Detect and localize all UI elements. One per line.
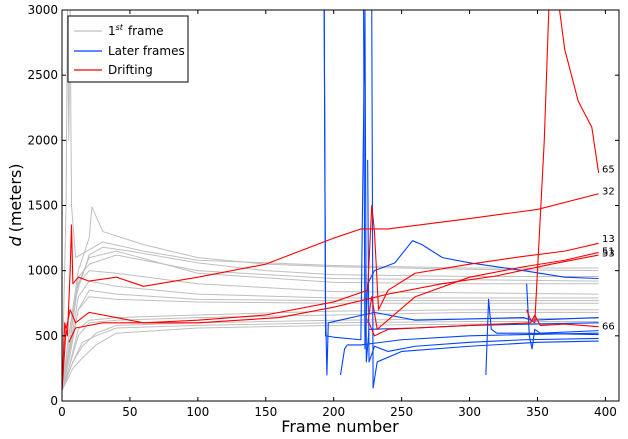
legend-entry-later-frames: Later frames: [74, 44, 185, 58]
series-line-first-11: [62, 321, 599, 391]
x-tick-label: 150: [254, 405, 277, 419]
y-tick-label: 1000: [27, 264, 58, 278]
y-tick-label: 3000: [27, 3, 58, 17]
x-tick-label: 100: [186, 405, 209, 419]
x-tick-label: 50: [122, 405, 137, 419]
end-label-51: 51: [602, 247, 615, 258]
y-tick-label: 500: [35, 329, 58, 343]
series-line-drift-24: [68, 254, 599, 343]
y-axis-label-symbol: d: [6, 236, 25, 247]
series-line-first-1: [62, 206, 599, 391]
series-line-drift-22: [62, 193, 599, 391]
end-label-13: 13: [602, 234, 615, 245]
series-line-drift-23: [62, 204, 599, 391]
series-line-later-20: [485, 298, 599, 375]
series-layer: [62, 10, 600, 391]
series-line-first-10: [62, 322, 599, 391]
series-line-first-8: [62, 311, 599, 391]
series-line-drift-26: [526, 10, 600, 324]
y-axis-label-unit: (meters): [6, 163, 25, 232]
series-line-later-16: [363, 10, 599, 350]
legend-first-number: 1: [108, 24, 116, 38]
series-line-later-17: [367, 159, 599, 363]
series-line-first-12: [62, 10, 599, 391]
series-line-later-19: [339, 332, 599, 376]
legend-first-rest: frame: [128, 24, 164, 38]
legend-first-superscript: st: [116, 23, 124, 32]
series-line-drift-27: [368, 314, 599, 337]
legend-box: [67, 15, 189, 83]
series-line-later-14: [323, 10, 599, 376]
x-tick-label: 200: [322, 405, 345, 419]
legend-entry-first-frame: 1st frame: [74, 23, 164, 38]
x-tick-label: 0: [58, 405, 66, 419]
end-label-66: 66: [602, 322, 615, 333]
series-line-later-15: [323, 10, 599, 363]
end-label-32: 32: [602, 187, 615, 198]
y-tick-label: 1500: [27, 199, 58, 213]
series-line-first-3: [62, 270, 599, 391]
series-line-later-21: [526, 283, 599, 350]
x-tick-label: 350: [526, 405, 549, 419]
series-line-first-9: [62, 317, 599, 391]
x-axis-label: Frame number: [281, 417, 399, 436]
series-line-first-4: [62, 280, 599, 391]
series-line-later-18: [371, 10, 599, 389]
y-tick-label: 2000: [27, 133, 58, 147]
legend-label-later-frames: Later frames: [108, 44, 185, 58]
legend-label-drifting: Drifting: [108, 63, 153, 77]
series-line-first-6: [62, 296, 599, 391]
x-tick-label: 250: [390, 405, 413, 419]
legend: 1st frame Later frames Drifting: [67, 15, 189, 83]
x-tick-label: 400: [594, 405, 617, 419]
ticks-layer: 0 50 100 150 200 250 300 350 400 0 500 1000 1500 2000…: [27, 3, 619, 419]
series-line-first-5: [62, 289, 599, 391]
series-line-first-13: [62, 250, 599, 391]
y-axis-label: d (meters): [6, 163, 25, 246]
legend-entry-drifting: Drifting: [74, 63, 153, 77]
series-line-drift-25: [367, 251, 599, 330]
y-tick-label: 2500: [27, 68, 58, 82]
end-label-65: 65: [602, 165, 615, 176]
y-tick-label: 0: [50, 394, 58, 408]
legend-label-first-frame: 1st frame: [108, 23, 164, 38]
x-tick-label: 300: [458, 405, 481, 419]
end-label-53: 53: [602, 249, 615, 260]
